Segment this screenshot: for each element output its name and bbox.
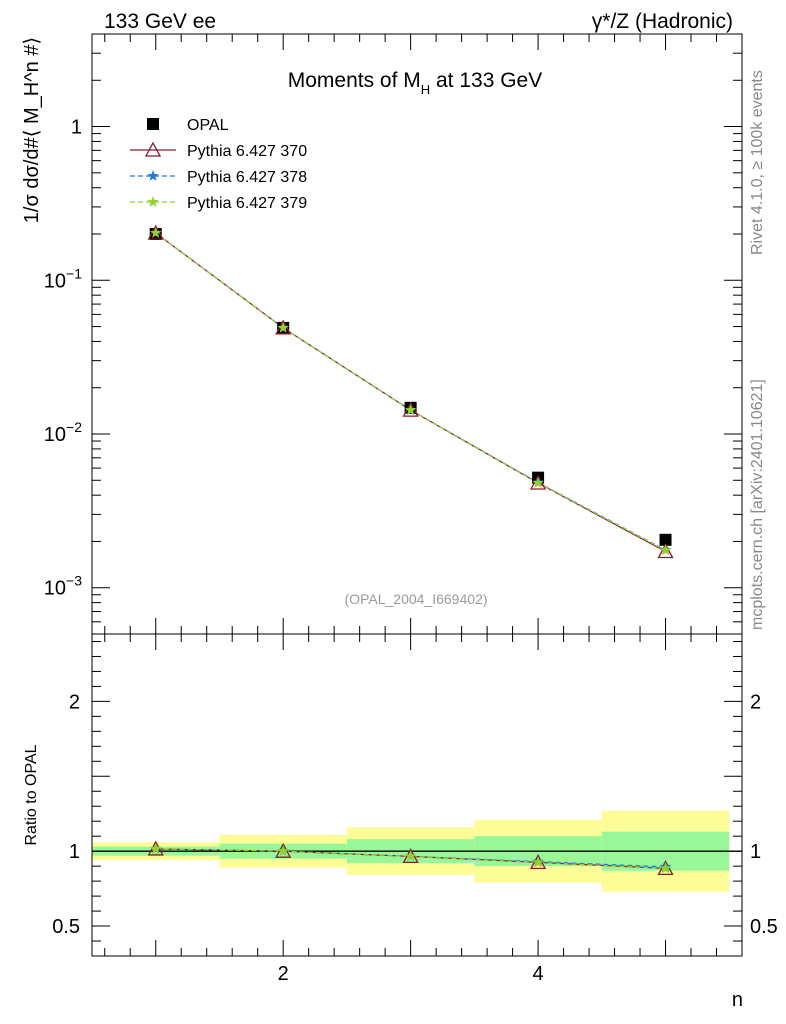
main-y-axis-label: 1/σ dσ/d#⟨ M_H^n #⟩ (21, 37, 43, 223)
legend-pythia-6-427-378-marker (147, 170, 159, 181)
main-pythia-6-427-370-point (657, 543, 674, 559)
legend: OPAL Pythia 6.427 370 Pythia 6.427 378 Pyth… (130, 117, 307, 212)
main-title: Moments of MH at 133 GeV (288, 69, 543, 97)
main-y-tick-exponent: −1 (66, 265, 82, 281)
main-pythia-6-427-379-point (532, 477, 544, 488)
source-label-text: mcplots.cern.ch [arXiv:2401.10621] (749, 379, 766, 630)
main-y-tick-label: 10−3 (44, 573, 82, 600)
header-right-label: γ*/Z (Hadronic) (592, 10, 733, 33)
ratio-plot-frame (91, 633, 743, 957)
ratio-pythia-6-427-379-point (277, 845, 289, 857)
legend-opal-marker (147, 118, 159, 130)
main-pythia-6-427-379-point (659, 544, 672, 556)
main-opal-point (659, 533, 672, 546)
main-y-tick-mantissa: 10 (44, 270, 66, 292)
ratio-y-tick-label: 1 (69, 841, 80, 863)
main-y-tick-label: 1 (71, 117, 82, 139)
ratio-y-tick-label: 2 (69, 691, 80, 713)
main-y-axis-label-text: 1/σ dσ/d#⟨ M_H^n #⟩ (21, 37, 43, 223)
ratio-bands (92, 810, 742, 892)
rivet-label: Rivet 4.1.0, ≥ 100k events (749, 70, 766, 255)
x-axis-label: n (732, 989, 743, 1011)
ratio-y-tick-label-right: 0.5 (750, 916, 778, 938)
main-y-tick-exponent: −3 (66, 573, 82, 589)
ratio-y-tick-label-right: 1 (750, 841, 761, 863)
header-left-label: 133 GeV ee (104, 10, 216, 33)
legend-pythia-6-427-370-label: Pythia 6.427 370 (187, 143, 307, 160)
ratio-pythia-6-427-379-point (404, 850, 417, 862)
legend-opal-label: OPAL (187, 117, 229, 134)
rivet-label-text: Rivet 4.1.0, ≥ 100k events (749, 70, 766, 255)
main-y-tick-label: 10−2 (44, 419, 82, 446)
axes: 110−110−210−32 40.5 0.51 12 2 (44, 33, 778, 985)
ratio-series (147, 840, 674, 876)
source-label: mcplots.cern.ch [arXiv:2401.10621] (749, 379, 766, 630)
main-pythia-6-427-379-point (404, 404, 417, 415)
main-y-tick-mantissa: 10 (44, 578, 66, 600)
main-pythia-6-427-378-line (155, 232, 666, 551)
ratio-pythia-6-427-379-line (155, 848, 666, 869)
legend-pythia-6-427-379-marker (147, 196, 159, 207)
main-pythia-6-427-379-point (150, 227, 162, 238)
main-title-pre: Moments of M (288, 69, 421, 92)
main-series (147, 224, 674, 559)
ratio-y-axis-label: Ratio to OPAL (23, 744, 40, 845)
main-pythia-6-427-379-point (277, 321, 289, 333)
ratio-y-axis-label-text: Ratio to OPAL (23, 744, 40, 845)
legend-pythia-6-427-378-label: Pythia 6.427 378 (187, 169, 307, 186)
legend-pythia-6-427-379-label: Pythia 6.427 379 (187, 195, 307, 212)
main-pythia-6-427-370-line (155, 232, 666, 553)
ratio-y-tick-label-right: 2 (750, 691, 761, 713)
ratio-y-tick-label: 0.5 (52, 916, 80, 938)
x-tick-label: 4 (533, 963, 544, 985)
main-pythia-6-427-379-line (155, 232, 666, 551)
ratio-pythia-6-427-379-point (659, 862, 672, 874)
ratio-pythia-6-427-379-point (532, 856, 544, 868)
main-y-tick-exponent: −2 (66, 419, 82, 435)
x-tick-label: 2 (278, 963, 289, 985)
analysis-id-watermark: (OPAL_2004_I669402) (345, 591, 488, 607)
legend-pythia-6-427-370-marker (144, 141, 162, 157)
main-title-sub: H (421, 82, 430, 97)
ratio-pythia-6-427-379-point (150, 842, 162, 854)
main-y-tick-label: 10−1 (44, 265, 82, 292)
main-y-tick-mantissa: 10 (44, 424, 66, 446)
main-title-post: at 133 GeV (430, 69, 542, 92)
